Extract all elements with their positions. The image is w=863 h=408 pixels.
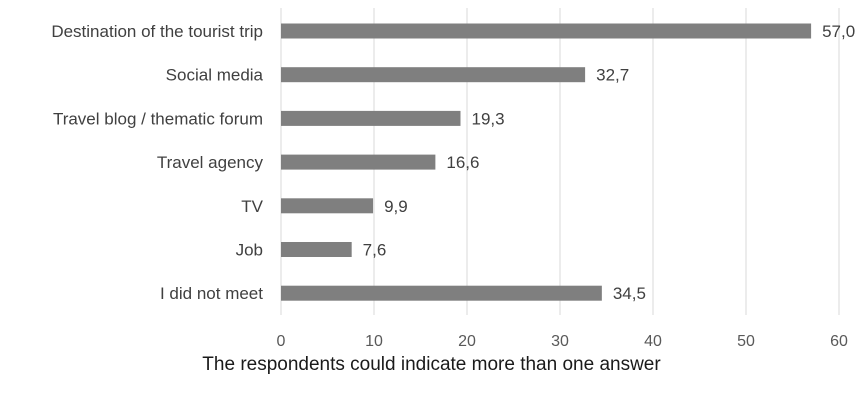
category-label: TV (241, 197, 263, 216)
category-label: Job (236, 241, 263, 260)
bar (281, 198, 374, 214)
x-tick-label: 10 (365, 333, 383, 350)
value-label: 34,5 (613, 284, 646, 303)
value-label: 19,3 (471, 109, 504, 128)
chart-note: The respondents could indicate more than… (202, 354, 661, 375)
x-tick-label: 60 (830, 333, 848, 350)
value-label: 57,0 (822, 22, 855, 41)
x-tick-label: 50 (737, 333, 755, 350)
bar (281, 110, 461, 126)
category-label: I did not meet (160, 284, 263, 303)
category-label: Travel agency (157, 153, 264, 172)
bar (281, 242, 352, 257)
category-label: Travel blog / thematic forum (53, 109, 263, 128)
category-label: Social media (166, 66, 264, 85)
x-tick-label: 30 (551, 333, 569, 350)
x-tick-label: 20 (458, 333, 476, 350)
bar (281, 154, 436, 170)
x-tick-label: 0 (277, 333, 286, 350)
value-label: 9,9 (384, 197, 408, 216)
value-label: 7,6 (363, 241, 387, 260)
value-label: 32,7 (596, 66, 629, 85)
bar (281, 67, 586, 83)
bar (281, 285, 602, 301)
bar (281, 23, 812, 39)
x-tick-label: 40 (644, 333, 662, 350)
value-label: 16,6 (446, 153, 479, 172)
category-label: Destination of the tourist trip (51, 22, 263, 41)
